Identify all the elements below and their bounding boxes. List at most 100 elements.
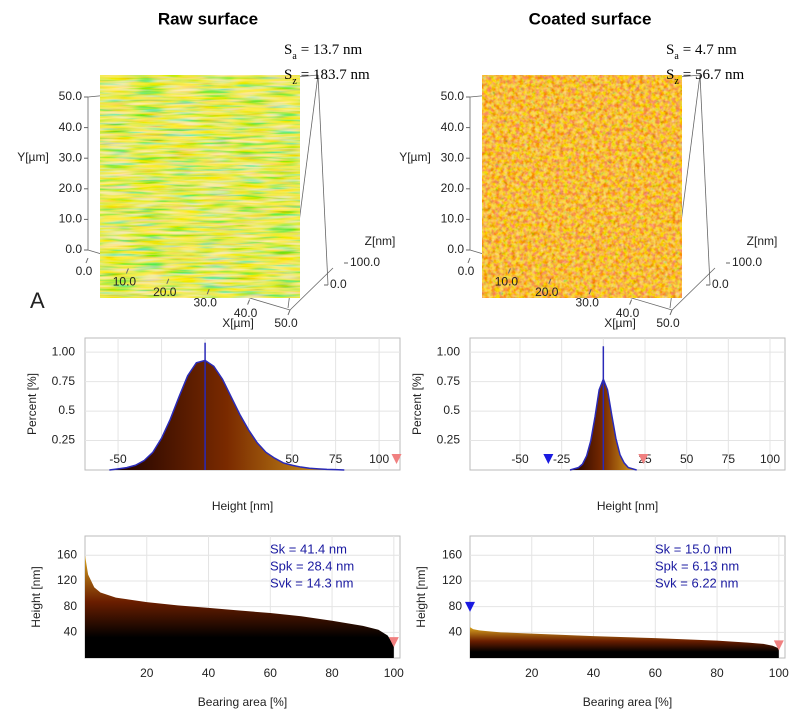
x-tick-label: 20 <box>525 666 539 680</box>
surface-streaks <box>100 75 300 298</box>
histogram-area <box>109 360 345 470</box>
marker <box>465 601 475 612</box>
frame-line <box>87 249 291 311</box>
z-axis-label: Z[nm] <box>365 234 396 248</box>
y-tick-label: 0.75 <box>437 374 461 388</box>
x-tick-label: 100 <box>769 666 789 680</box>
x-tick <box>166 278 170 284</box>
param-subscript: a <box>292 51 297 62</box>
y-tick-label: 10.0 <box>59 212 83 226</box>
roughness-parameter: Sk = 15.0 nm <box>655 541 732 556</box>
x-tick-label: 30.0 <box>576 295 600 309</box>
x-tick-label: 80 <box>325 666 339 680</box>
surface-title: Raw surface <box>158 9 258 28</box>
x-axis-label: X[µm] <box>222 316 254 330</box>
frame-line <box>469 249 673 311</box>
param-symbol: S <box>666 42 674 58</box>
param-subscript: z <box>674 76 679 87</box>
param-subscript: z <box>292 76 297 87</box>
surface-param: Sa = 4.7 nm <box>666 42 737 61</box>
x-tick <box>507 268 511 274</box>
y-tick-label: 40.0 <box>59 120 83 134</box>
x-tick-label: 20 <box>140 666 154 680</box>
x-tick-label: 75 <box>329 452 343 466</box>
x-tick-label: 10.0 <box>113 275 137 289</box>
roughness-parameter: Sk = 41.4 nm <box>270 541 347 556</box>
y-tick-label: 80 <box>64 599 78 613</box>
x-tick <box>206 289 210 295</box>
x-axis-label: Bearing area [%] <box>198 695 287 709</box>
x-axis-label: Bearing area [%] <box>583 695 672 709</box>
frame-line <box>289 267 334 311</box>
y-tick-label: 30.0 <box>441 150 465 164</box>
y-tick-label: 1.00 <box>437 344 461 358</box>
roughness-parameter: Svk = 6.22 nm <box>655 575 738 590</box>
y-tick-label: 120 <box>57 573 77 587</box>
x-tick-label: 20.0 <box>153 285 177 299</box>
y-tick-label: 10.0 <box>441 212 465 226</box>
x-tick-label: 60 <box>649 666 663 680</box>
x-tick <box>85 257 89 264</box>
marker <box>388 637 399 648</box>
y-tick-label: 0.25 <box>52 433 76 447</box>
x-tick-label: 100 <box>369 452 389 466</box>
y-tick-label: 0.0 <box>447 242 464 256</box>
x-tick-label: 50 <box>680 452 694 466</box>
x-tick-label: 40.0 <box>616 306 640 320</box>
y-tick-label: 120 <box>442 573 462 587</box>
frame-line <box>317 74 329 286</box>
y-tick-label: 0.75 <box>52 374 76 388</box>
surface-param: Sa = 13.7 nm <box>284 42 363 61</box>
y-axis-label: Y[µm] <box>399 150 431 164</box>
x-tick-label: -50 <box>109 452 127 466</box>
y-axis-label: Height [nm] <box>414 566 428 627</box>
roughness-parameter: Svk = 14.3 nm <box>270 575 353 590</box>
x-tick-label: 10.0 <box>495 275 519 289</box>
panel-label: A <box>30 288 45 313</box>
y-tick-label: 50.0 <box>59 89 83 103</box>
x-tick <box>669 309 673 316</box>
y-axis-label: Height [nm] <box>29 566 43 627</box>
marker <box>391 454 402 464</box>
x-tick-label: 50 <box>285 452 299 466</box>
x-tick <box>287 309 291 316</box>
y-tick-label: 1.00 <box>52 344 76 358</box>
y-tick-label: 20.0 <box>59 181 83 195</box>
param-value: = 183.7 nm <box>301 67 370 83</box>
y-axis-label: Y[µm] <box>17 150 49 164</box>
surface-param: Sz = 56.7 nm <box>666 67 745 86</box>
y-tick-label: 40 <box>449 624 463 638</box>
x-tick-label: 60 <box>264 666 278 680</box>
bearing-area <box>85 555 394 658</box>
x-tick-label: 40 <box>587 666 601 680</box>
x-tick-label: 0.0 <box>76 264 93 278</box>
bearing-area <box>470 627 779 658</box>
x-tick-label: -25 <box>553 452 571 466</box>
x-tick-label: 0.0 <box>458 264 475 278</box>
y-tick-label: 160 <box>57 547 77 561</box>
y-tick-label: 40 <box>64 624 78 638</box>
param-value: = 4.7 nm <box>683 42 737 58</box>
y-tick-label: 160 <box>442 547 462 561</box>
marker <box>543 454 554 464</box>
y-tick-label: 0.5 <box>443 403 460 417</box>
y-tick-label: 0.25 <box>437 433 461 447</box>
histogram-outline <box>109 359 345 471</box>
param-symbol: S <box>284 67 292 83</box>
x-tick <box>548 278 552 284</box>
roughness-parameter: Spk = 28.4 nm <box>270 558 354 573</box>
y-tick-label: 0.5 <box>58 403 75 417</box>
y-tick-label: 50.0 <box>441 89 465 103</box>
z-tick-label: 100.0 <box>350 255 380 269</box>
surface-title: Coated surface <box>529 9 652 28</box>
y-tick-label: 80 <box>449 599 463 613</box>
plot-area <box>469 337 786 471</box>
frame-line <box>699 74 711 286</box>
z-tick-label: 0.0 <box>330 277 347 291</box>
surface-param: Sz = 183.7 nm <box>284 67 370 86</box>
marker <box>638 454 649 464</box>
x-tick-label: -50 <box>511 452 529 466</box>
x-tick-label: 30.0 <box>194 295 218 309</box>
x-tick-label: 100 <box>760 452 780 466</box>
